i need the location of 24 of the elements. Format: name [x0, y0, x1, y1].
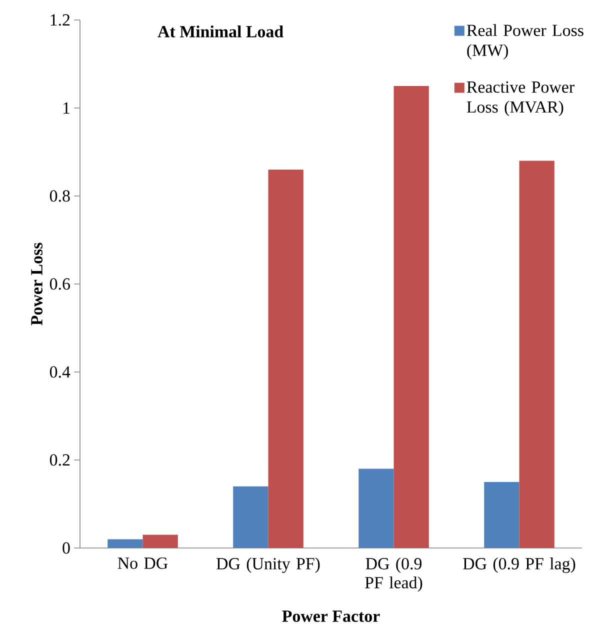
x-tick-label: DG (0.9 PF lead): [365, 558, 422, 592]
bar: [233, 486, 268, 548]
bar: [358, 468, 394, 548]
legend-label: Reactive Power Loss (MVAR): [466, 81, 574, 116]
bar: [519, 160, 554, 548]
y-tick-label: 1.2: [50, 14, 70, 26]
y-tick-label: 1: [63, 102, 70, 114]
x-tick-label: No DG: [118, 558, 168, 569]
legend-label: Real Power Loss (MW): [466, 24, 584, 60]
x-axis-title: Power Factor: [282, 610, 380, 622]
bar: [484, 482, 520, 548]
y-tick-label: 0.4: [50, 366, 70, 378]
y-tick-label: 0.8: [50, 190, 70, 202]
y-axis-title: Power Loss: [31, 242, 42, 326]
y-tick-label: 0: [62, 542, 70, 554]
bar: [142, 534, 178, 548]
x-tick-label: DG (0.9 PF lag): [463, 558, 576, 573]
chart-title: At Minimal Load: [158, 25, 284, 38]
bar: [108, 539, 143, 548]
bar: [394, 86, 429, 548]
x-tick-label: DG (Unity PF): [216, 558, 320, 573]
y-tick-label: 0.2: [50, 454, 70, 466]
y-tick-label: 0.6: [50, 278, 70, 290]
bar: [268, 170, 304, 548]
